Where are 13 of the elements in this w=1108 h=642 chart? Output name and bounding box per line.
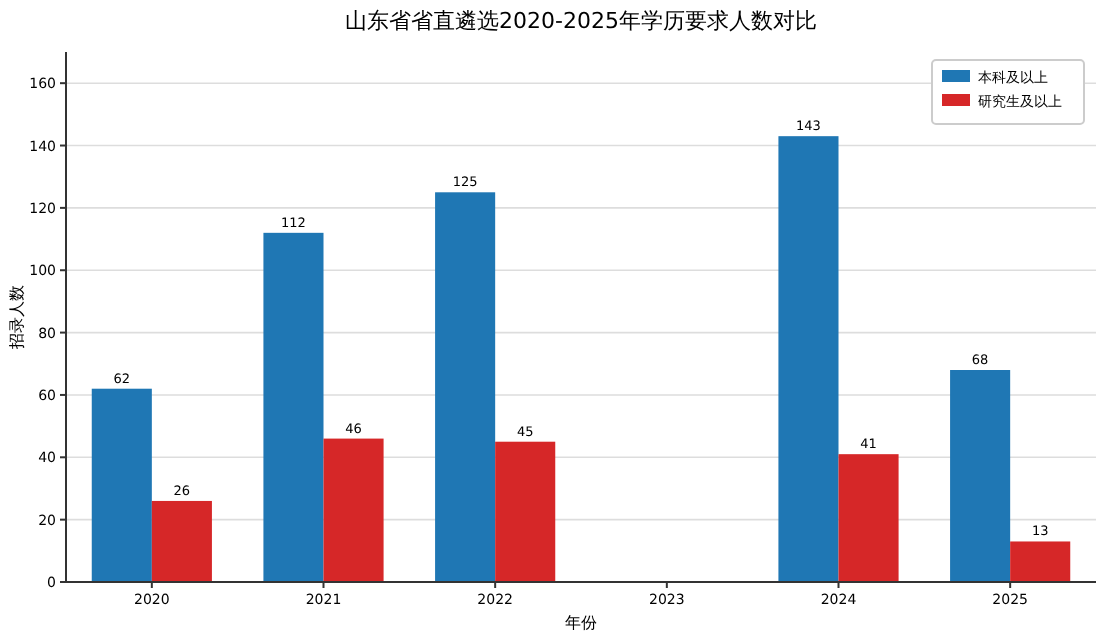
- bar: [495, 441, 556, 582]
- bar: [838, 454, 899, 582]
- bar: [323, 438, 384, 582]
- bar: [263, 232, 324, 582]
- bar: [151, 500, 212, 582]
- bar: [1010, 541, 1071, 582]
- chart-title: 山东省省直遴选2020-2025年学历要求人数对比: [345, 8, 817, 34]
- bar: [91, 388, 152, 582]
- y-axis-title: 招录人数: [8, 285, 26, 351]
- bar: [950, 370, 1011, 582]
- bar: [435, 192, 496, 582]
- bar: [778, 136, 839, 582]
- x-axis-title: 年份: [565, 614, 597, 632]
